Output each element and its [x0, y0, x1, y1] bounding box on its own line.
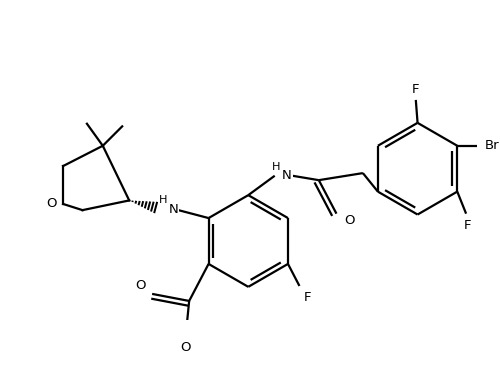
- Text: F: F: [412, 83, 420, 96]
- Text: O: O: [136, 279, 146, 291]
- Text: O: O: [344, 214, 355, 227]
- Text: O: O: [180, 341, 191, 354]
- Text: Br: Br: [485, 139, 500, 152]
- Text: H: H: [272, 162, 280, 172]
- Text: N: N: [168, 203, 178, 216]
- Text: F: F: [464, 219, 471, 232]
- Text: F: F: [304, 291, 311, 304]
- Text: H: H: [160, 196, 168, 206]
- Text: N: N: [282, 169, 292, 182]
- Text: O: O: [46, 198, 57, 211]
